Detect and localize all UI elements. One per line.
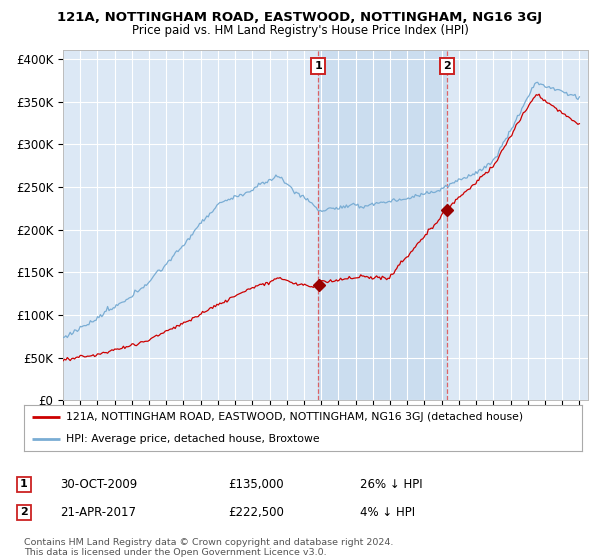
Text: Price paid vs. HM Land Registry's House Price Index (HPI): Price paid vs. HM Land Registry's House … [131,24,469,36]
Bar [319,50,448,400]
Text: 21-APR-2017: 21-APR-2017 [60,506,136,519]
Text: 4% ↓ HPI: 4% ↓ HPI [360,506,415,519]
Text: Contains HM Land Registry data © Crown copyright and database right 2024.: Contains HM Land Registry data © Crown c… [24,538,394,547]
Text: £135,000: £135,000 [228,478,284,491]
Text: This data is licensed under the Open Government Licence v3.0.: This data is licensed under the Open Gov… [24,548,326,557]
Text: 1: 1 [20,479,28,489]
Text: HPI: Average price, detached house, Broxtowe: HPI: Average price, detached house, Brox… [66,435,319,444]
Text: 30-OCT-2009: 30-OCT-2009 [60,478,137,491]
Text: 2: 2 [20,507,28,517]
Text: 26% ↓ HPI: 26% ↓ HPI [360,478,422,491]
Text: 121A, NOTTINGHAM ROAD, EASTWOOD, NOTTINGHAM, NG16 3GJ: 121A, NOTTINGHAM ROAD, EASTWOOD, NOTTING… [58,11,542,24]
Text: 2: 2 [443,61,451,71]
Text: 1: 1 [314,61,322,71]
Text: 121A, NOTTINGHAM ROAD, EASTWOOD, NOTTINGHAM, NG16 3GJ (detached house): 121A, NOTTINGHAM ROAD, EASTWOOD, NOTTING… [66,412,523,422]
Text: £222,500: £222,500 [228,506,284,519]
